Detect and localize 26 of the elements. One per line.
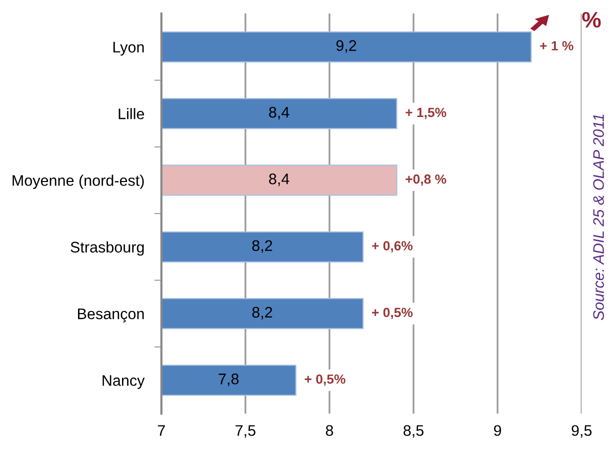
x-tick-label: 9	[494, 425, 502, 436]
x-tick-label: 7	[158, 425, 165, 436]
data-label: 9,2	[336, 40, 356, 53]
y-tick-label: Moyenne (nord-est)	[12, 174, 144, 189]
annotation: + 0,5%	[372, 308, 413, 320]
data-label: 8,4	[269, 174, 290, 186]
x-tick-label: 7,5	[236, 425, 256, 438]
data-label: 8,4	[269, 106, 290, 120]
y-tick-label: Lille	[118, 108, 144, 120]
y-tick-label: Lyon	[113, 42, 144, 56]
annotation: + 0,5%	[304, 374, 346, 386]
x-tick-label: 8,5	[404, 425, 424, 438]
annotation: + 1,5%	[406, 108, 446, 120]
y-tick-label: Besançon	[78, 308, 144, 322]
annotation: +0,8 %	[406, 174, 446, 186]
annotation: + 0,6%	[372, 241, 413, 252]
x-tick-label: 8	[326, 425, 334, 436]
data-label: 8,2	[252, 240, 272, 253]
text: %	[582, 12, 601, 28]
data-label: 8,2	[252, 306, 272, 320]
x-tick-label: 9,5	[572, 425, 592, 438]
y-tick-label: Strasbourg	[70, 241, 144, 256]
source-note: Source: ADIL 25 & OLAP 2011	[593, 114, 604, 320]
annotation: + 1 %	[540, 41, 574, 50]
data-label: 7,8	[218, 374, 239, 386]
y-tick-label: Nancy	[102, 375, 145, 389]
